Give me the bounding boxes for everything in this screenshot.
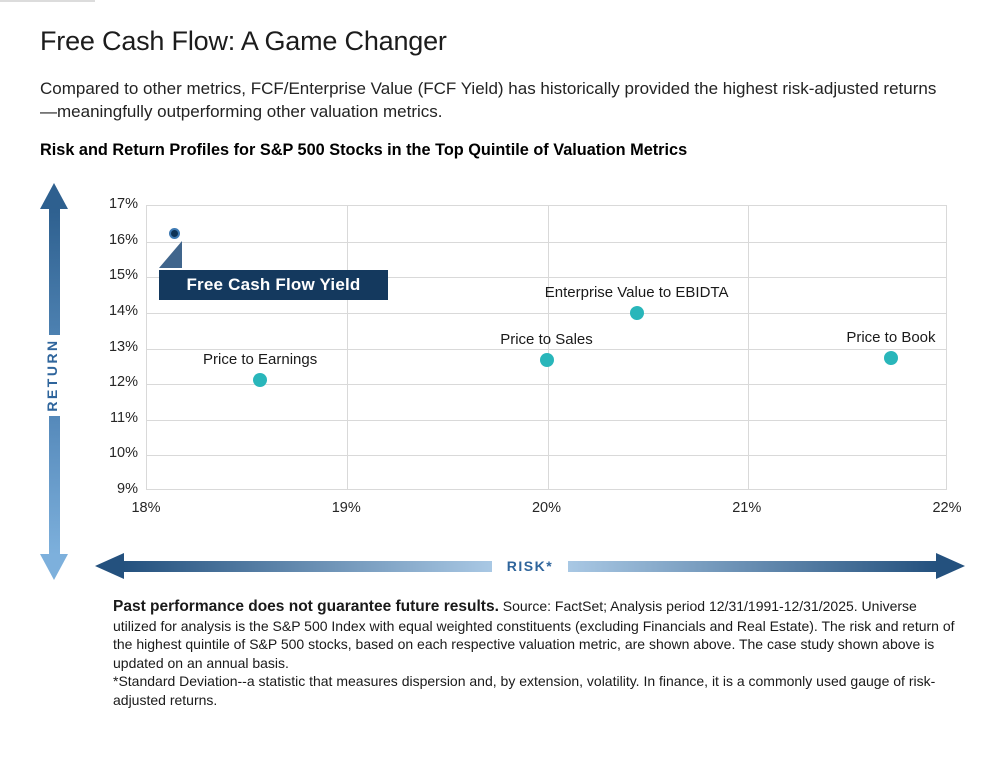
gridline-horizontal bbox=[147, 277, 946, 279]
x-axis-tick: 18% bbox=[131, 500, 161, 516]
y-axis-tick: 9% bbox=[117, 481, 138, 497]
point-label: Price to Sales bbox=[500, 330, 593, 348]
point-label: Enterprise Value to EBIDTA bbox=[544, 283, 729, 301]
y-axis-tick: 15% bbox=[108, 267, 138, 284]
risk-axis-label: RISK* bbox=[506, 558, 554, 574]
page-subtitle: Compared to other metrics, FCF/Enterpris… bbox=[40, 79, 937, 121]
right-arrowhead-icon bbox=[936, 553, 965, 579]
y-axis-tick: 17% bbox=[108, 196, 138, 212]
footnote-asterisk: *Standard Deviation--a statistic that me… bbox=[113, 673, 936, 708]
footnote-disclosure: Past performance does not guarantee futu… bbox=[113, 597, 958, 672]
plot-area bbox=[146, 205, 947, 490]
top-edge-artifact bbox=[0, 0, 95, 2]
x-axis-tick: 22% bbox=[932, 500, 962, 516]
chart-heading: Risk and Return Profiles for S&P 500 Sto… bbox=[40, 141, 688, 159]
footnote-bold-leadin: Past performance does not guarantee futu… bbox=[113, 598, 499, 615]
up-arrowhead-icon bbox=[40, 183, 68, 209]
return-arrow-shaft-top bbox=[49, 208, 60, 335]
x-axis-tick: 20% bbox=[531, 500, 562, 516]
x-axis-tick: 19% bbox=[331, 500, 361, 516]
return-arrow-shaft-bottom bbox=[49, 416, 60, 555]
fcf-callout: Free Cash Flow Yield bbox=[159, 270, 388, 300]
left-arrowhead-icon bbox=[95, 553, 124, 579]
gridline-horizontal bbox=[147, 241, 946, 243]
y-axis-tick: 14% bbox=[108, 302, 138, 319]
gridline-horizontal bbox=[147, 348, 946, 350]
y-axis-tick: 10% bbox=[108, 445, 138, 462]
x-axis-tick: 21% bbox=[732, 500, 762, 516]
data-point-price-to-earnings bbox=[253, 372, 268, 387]
gridline-vertical bbox=[347, 206, 349, 489]
gridline-horizontal bbox=[147, 384, 946, 386]
y-axis-tick: 16% bbox=[108, 231, 138, 248]
gridline-vertical bbox=[747, 206, 749, 489]
y-axis-tick: 12% bbox=[108, 374, 138, 391]
footnote-source-text: Source: FactSet; Analysis period 12/31/1… bbox=[113, 598, 955, 671]
data-point-enterprise-value-to-ebidta bbox=[629, 305, 644, 320]
data-point-price-to-sales bbox=[539, 352, 554, 367]
y-axis-tick: 11% bbox=[110, 409, 138, 426]
risk-arrow-shaft-left bbox=[123, 561, 492, 572]
y-axis-tick: 13% bbox=[108, 338, 138, 355]
gridline-horizontal bbox=[147, 312, 946, 314]
gridline-horizontal bbox=[147, 455, 946, 457]
gridline-horizontal bbox=[147, 419, 946, 421]
risk-arrow-shaft-right bbox=[568, 561, 937, 572]
point-label: Price to Book bbox=[846, 329, 936, 347]
fcf-callout-label: Free Cash Flow Yield bbox=[186, 275, 361, 294]
data-point-free-cash-flow-yield bbox=[168, 227, 180, 239]
footnote: Past performance does not guarantee futu… bbox=[113, 597, 958, 709]
point-label: Price to Earnings bbox=[203, 350, 318, 368]
down-arrowhead-icon bbox=[40, 554, 68, 580]
gridline-vertical bbox=[547, 206, 549, 489]
data-point-price-to-book bbox=[883, 351, 898, 366]
page-title: Free Cash Flow: A Game Changer bbox=[40, 26, 447, 56]
